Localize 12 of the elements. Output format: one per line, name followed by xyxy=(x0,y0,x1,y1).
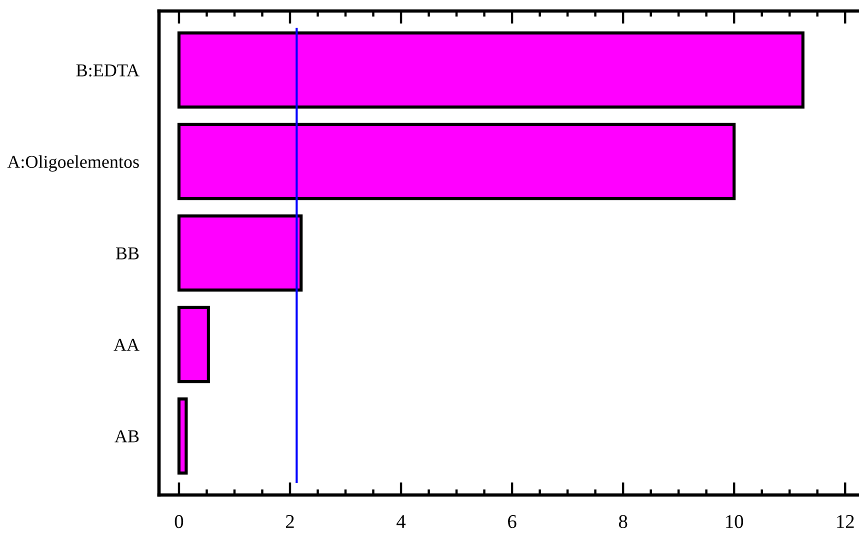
x-tick-label: 0 xyxy=(174,515,184,528)
y-tick-label: BB xyxy=(116,247,139,260)
x-tick-label: 8 xyxy=(618,515,628,528)
y-tick-label: AA xyxy=(114,338,140,351)
x-tick-label: 6 xyxy=(508,515,516,528)
y-tick-label: A:Oligoelementos xyxy=(7,155,139,172)
x-tick-label: 12 xyxy=(837,515,854,528)
y-tick-label: B:EDTA xyxy=(76,64,140,77)
x-tick-label: 10 xyxy=(726,515,744,528)
x-tick-label: 4 xyxy=(396,515,406,528)
x-tick-label: 2 xyxy=(286,515,294,528)
y-tick-label: AB xyxy=(114,430,139,442)
